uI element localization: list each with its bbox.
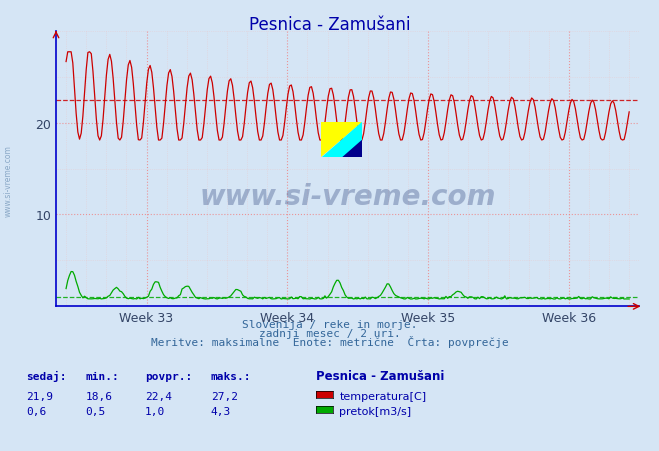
Text: maks.:: maks.: xyxy=(211,371,251,381)
Text: 1,0: 1,0 xyxy=(145,406,165,416)
Text: 22,4: 22,4 xyxy=(145,391,172,401)
Text: Meritve: maksimalne  Enote: metrične  Črta: povprečje: Meritve: maksimalne Enote: metrične Črta… xyxy=(151,335,508,347)
Text: 18,6: 18,6 xyxy=(86,391,113,401)
Text: Pesnica - Zamušani: Pesnica - Zamušani xyxy=(316,369,445,382)
Text: 27,2: 27,2 xyxy=(211,391,238,401)
Text: Pesnica - Zamušani: Pesnica - Zamušani xyxy=(248,16,411,34)
Text: Slovenija / reke in morje.: Slovenija / reke in morje. xyxy=(242,319,417,329)
Text: min.:: min.: xyxy=(86,371,119,381)
Text: povpr.:: povpr.: xyxy=(145,371,192,381)
Text: 21,9: 21,9 xyxy=(26,391,53,401)
Text: sedaj:: sedaj: xyxy=(26,370,67,381)
Text: www.si-vreme.com: www.si-vreme.com xyxy=(3,144,13,216)
Text: 0,6: 0,6 xyxy=(26,406,47,416)
Text: www.si-vreme.com: www.si-vreme.com xyxy=(200,183,496,211)
Text: temperatura[C]: temperatura[C] xyxy=(339,391,426,401)
Text: 4,3: 4,3 xyxy=(211,406,231,416)
Text: pretok[m3/s]: pretok[m3/s] xyxy=(339,406,411,416)
Text: zadnji mesec / 2 uri.: zadnji mesec / 2 uri. xyxy=(258,328,401,338)
Text: 0,5: 0,5 xyxy=(86,406,106,416)
